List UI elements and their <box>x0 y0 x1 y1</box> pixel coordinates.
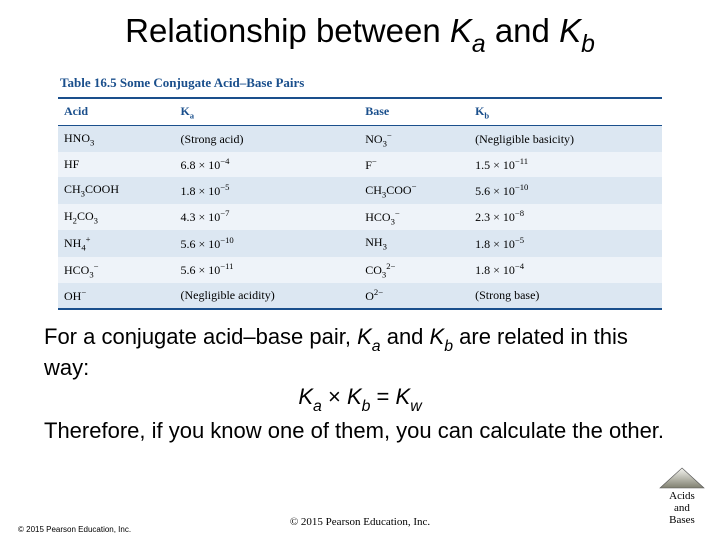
table-row: OH− (Negligible acidity) O2− (Strong bas… <box>58 283 662 309</box>
para-1: For a conjugate acid–base pair, Ka and K… <box>44 324 676 381</box>
title-prefix: Relationship between <box>125 12 450 49</box>
cell-acid: OH− <box>58 283 174 309</box>
cell-kb: 1.8 × 10−4 <box>469 257 662 283</box>
cell-kb: 1.8 × 10−5 <box>469 230 662 256</box>
table-container: Table 16.5 Some Conjugate Acid–Base Pair… <box>58 71 662 310</box>
cell-base: F− <box>359 152 469 177</box>
equation: Ka × Kb = Kw <box>44 384 676 415</box>
corner-line1: Acids <box>654 490 710 502</box>
table-row: CH3COOH 1.8 × 10−5 CH3COO− 5.6 × 10−10 <box>58 177 662 203</box>
cell-acid: H2CO3 <box>58 204 174 230</box>
cell-base: NO3− <box>359 125 469 152</box>
cell-kb: (Negligible basicity) <box>469 125 662 152</box>
cell-ka: 4.3 × 10−7 <box>174 204 359 230</box>
cell-ka: 1.8 × 10−5 <box>174 177 359 203</box>
cell-ka: 5.6 × 10−11 <box>174 257 359 283</box>
cell-ka: 6.8 × 10−4 <box>174 152 359 177</box>
table-header-row: Acid Ka Base Kb <box>58 98 662 126</box>
cell-base: CO32− <box>359 257 469 283</box>
col-acid: Acid <box>58 98 174 126</box>
title-sub-b: b <box>581 31 595 58</box>
conjugate-pairs-table: Acid Ka Base Kb HNO3 (Strong acid) NO3− … <box>58 97 662 310</box>
body-text: For a conjugate acid–base pair, Ka and K… <box>0 310 720 444</box>
cell-kb: 2.3 × 10−8 <box>469 204 662 230</box>
title-sub-a: a <box>472 31 486 58</box>
cell-ka: (Negligible acidity) <box>174 283 359 309</box>
corner-label: Acids and Bases <box>654 467 710 526</box>
title-K2: K <box>559 12 581 49</box>
cell-acid: HNO3 <box>58 125 174 152</box>
cell-base: HCO3− <box>359 204 469 230</box>
cell-base: O2− <box>359 283 469 309</box>
cell-acid: HCO3− <box>58 257 174 283</box>
title-mid: and <box>486 12 559 49</box>
table-row: HCO3− 5.6 × 10−11 CO32− 1.8 × 10−4 <box>58 257 662 283</box>
table-row: HF 6.8 × 10−4 F− 1.5 × 10−11 <box>58 152 662 177</box>
footer-left-copyright: © 2015 Pearson Education, Inc. <box>18 525 131 534</box>
para-2: Therefore, if you know one of them, you … <box>44 418 676 444</box>
table-caption: Table 16.5 Some Conjugate Acid–Base Pair… <box>58 71 662 97</box>
corner-line3: Bases <box>654 514 710 526</box>
cell-ka: (Strong acid) <box>174 125 359 152</box>
cell-base: CH3COO− <box>359 177 469 203</box>
corner-line2: and <box>654 502 710 514</box>
cell-kb: (Strong base) <box>469 283 662 309</box>
col-base: Base <box>359 98 469 126</box>
table-row: HNO3 (Strong acid) NO3− (Negligible basi… <box>58 125 662 152</box>
cell-acid: HF <box>58 152 174 177</box>
col-kb: Kb <box>469 98 662 126</box>
cell-base: NH3 <box>359 230 469 256</box>
slide-title: Relationship between Ka and Kb <box>0 0 720 65</box>
table-row: H2CO3 4.3 × 10−7 HCO3− 2.3 × 10−8 <box>58 204 662 230</box>
col-ka: Ka <box>174 98 359 126</box>
cell-kb: 1.5 × 10−11 <box>469 152 662 177</box>
cell-ka: 5.6 × 10−10 <box>174 230 359 256</box>
cell-acid: NH4+ <box>58 230 174 256</box>
table-row: NH4+ 5.6 × 10−10 NH3 1.8 × 10−5 <box>58 230 662 256</box>
cell-acid: CH3COOH <box>58 177 174 203</box>
title-K1: K <box>450 12 472 49</box>
triangle-icon <box>658 467 706 489</box>
cell-kb: 5.6 × 10−10 <box>469 177 662 203</box>
